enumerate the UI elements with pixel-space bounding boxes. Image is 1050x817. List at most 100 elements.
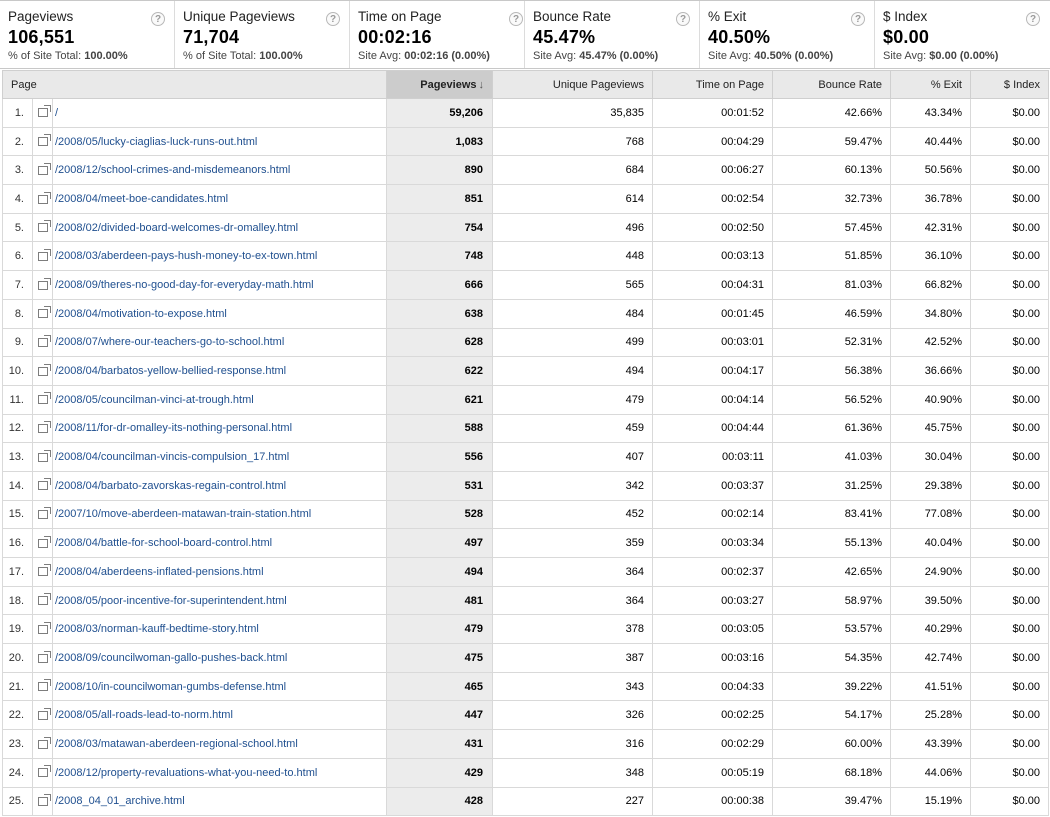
help-icon[interactable]: ? — [1026, 12, 1040, 26]
open-external-icon[interactable] — [32, 442, 53, 472]
open-external-icon[interactable] — [32, 786, 53, 817]
page-link[interactable]: /2008/04/barbatos-yellow-bellied-respons… — [55, 365, 287, 378]
page-link[interactable]: /2008/12/property-revaluations-what-you-… — [55, 766, 318, 779]
page-link[interactable]: /2008/10/in-councilwoman-gumbs-defense.h… — [55, 680, 287, 693]
page-link-cell: /2008/07/where-our-teachers-go-to-school… — [52, 327, 387, 358]
page-link[interactable]: /2008/05/poor-incentive-for-superintende… — [55, 594, 287, 607]
open-external-icon[interactable] — [32, 499, 53, 530]
column-header-time-on-page[interactable]: Time on Page — [652, 70, 773, 99]
open-external-icon[interactable] — [32, 528, 53, 558]
index-cell: $0.00 — [970, 212, 1049, 243]
column-header-index[interactable]: $ Index — [970, 70, 1049, 99]
page-link[interactable]: /2008/05/lucky-ciaglias-luck-runs-out.ht… — [55, 135, 258, 148]
row-number: 21. — [2, 671, 33, 702]
pageviews-cell: 748 — [386, 241, 493, 272]
open-external-icon[interactable] — [32, 212, 53, 243]
page-link-cell: /2008/05/all-roads-lead-to-norm.html — [52, 700, 387, 731]
help-icon[interactable]: ? — [326, 12, 340, 26]
index-cell: $0.00 — [970, 470, 1049, 501]
open-external-icon[interactable] — [32, 585, 53, 616]
page-link[interactable]: /2008/05/all-roads-lead-to-norm.html — [55, 709, 233, 722]
row-number: 7. — [2, 270, 33, 300]
open-external-icon[interactable] — [32, 470, 53, 501]
time-on-page-cell: 00:01:45 — [652, 298, 773, 329]
page-link-cell: /2008/04/barbatos-yellow-bellied-respons… — [52, 356, 387, 386]
page-link[interactable]: /2008/04/battle-for-school-board-control… — [55, 537, 273, 550]
page-link[interactable]: /2008/03/aberdeen-pays-hush-money-to-ex-… — [55, 250, 318, 263]
open-external-icon[interactable] — [32, 729, 53, 759]
table-row: 25. /2008_04_01_archive.html 428 227 00:00:3… — [2, 786, 1049, 817]
column-header-bounce-rate[interactable]: Bounce Rate — [772, 70, 891, 99]
pageviews-cell: 638 — [386, 298, 493, 329]
open-external-icon[interactable] — [32, 700, 53, 731]
unique-pageviews-cell: 342 — [492, 470, 653, 501]
page-link-cell: /2008/03/aberdeen-pays-hush-money-to-ex-… — [52, 241, 387, 272]
page-link[interactable]: /2008/11/for-dr-omalley-its-nothing-pers… — [55, 422, 293, 435]
open-external-icon[interactable] — [32, 557, 53, 587]
table-row: 19. /2008/03/norman-kauff-bedtime-story.h… — [2, 614, 1049, 645]
open-external-icon[interactable] — [32, 298, 53, 329]
help-icon[interactable]: ? — [851, 12, 865, 26]
page-link[interactable]: /2008/04/aberdeens-inflated-pensions.htm… — [55, 565, 264, 578]
column-header-unique-pageviews[interactable]: Unique Pageviews — [492, 70, 653, 99]
page-link[interactable]: /2008/05/councilman-vinci-at-trough.html — [55, 393, 254, 406]
bounce-rate-cell: 56.52% — [772, 384, 891, 415]
open-external-icon[interactable] — [32, 384, 53, 415]
page-link[interactable]: /2008_04_01_archive.html — [55, 795, 185, 808]
bounce-rate-cell: 58.97% — [772, 585, 891, 616]
page-link[interactable]: /2008/03/matawan-aberdeen-regional-schoo… — [55, 737, 298, 750]
pageviews-cell: 890 — [386, 155, 493, 186]
index-cell: $0.00 — [970, 270, 1049, 300]
column-header-pageviews[interactable]: Pageviews ↓ — [386, 70, 493, 99]
bounce-rate-cell: 53.57% — [772, 614, 891, 645]
pageviews-cell: 497 — [386, 528, 493, 558]
open-external-icon[interactable] — [32, 614, 53, 645]
pageviews-cell: 429 — [386, 757, 493, 788]
page-link[interactable]: / — [55, 106, 59, 119]
unique-pageviews-cell: 684 — [492, 155, 653, 186]
page-link[interactable]: /2008/09/councilwoman-gallo-pushes-back.… — [55, 651, 288, 664]
open-external-icon[interactable] — [32, 241, 53, 272]
open-external-icon[interactable] — [32, 643, 53, 673]
metric-value: 71,704 — [183, 27, 240, 47]
open-external-icon[interactable] — [32, 671, 53, 702]
page-link[interactable]: /2008/04/barbato-zavorskas-regain-contro… — [55, 479, 287, 492]
help-icon[interactable]: ? — [509, 12, 523, 26]
page-link[interactable]: /2008/04/councilman-vincis-compulsion_17… — [55, 451, 290, 464]
table-row: 23. /2008/03/matawan-aberdeen-regional-sc… — [2, 729, 1049, 759]
open-external-icon[interactable] — [32, 757, 53, 788]
open-external-icon[interactable] — [32, 413, 53, 444]
page-link[interactable]: /2008/03/norman-kauff-bedtime-story.html — [55, 623, 259, 636]
unique-pageviews-cell: 359 — [492, 528, 653, 558]
page-link[interactable]: /2008/02/divided-board-welcomes-dr-omall… — [55, 221, 299, 234]
pageviews-cell: 428 — [386, 786, 493, 817]
pageviews-cell: 588 — [386, 413, 493, 444]
open-external-icon[interactable] — [32, 126, 53, 157]
open-external-icon[interactable] — [32, 155, 53, 186]
column-header-exit[interactable]: % Exit — [890, 70, 971, 99]
open-external-icon[interactable] — [32, 327, 53, 358]
exit-cell: 36.10% — [890, 241, 971, 272]
page-link-cell: /2008/04/aberdeens-inflated-pensions.htm… — [52, 557, 387, 587]
column-header-page[interactable]: Page — [2, 70, 387, 99]
open-external-icon[interactable] — [32, 184, 53, 214]
help-icon[interactable]: ? — [151, 12, 165, 26]
exit-cell: 29.38% — [890, 470, 971, 501]
page-link[interactable]: /2008/04/meet-boe-candidates.html — [55, 192, 229, 205]
table-row: 18. /2008/05/poor-incentive-for-superinte… — [2, 585, 1049, 616]
page-link[interactable]: /2007/10/move-aberdeen-matawan-train-sta… — [55, 508, 312, 521]
page-link[interactable]: /2008/12/school-crimes-and-misdemeanors.… — [55, 164, 291, 177]
open-external-icon[interactable] — [32, 98, 53, 128]
pageviews-cell: 621 — [386, 384, 493, 415]
page-link[interactable]: /2008/04/motivation-to-expose.html — [55, 307, 227, 320]
bounce-rate-cell: 31.25% — [772, 470, 891, 501]
index-cell: $0.00 — [970, 643, 1049, 673]
row-number: 6. — [2, 241, 33, 272]
page-link[interactable]: /2008/07/where-our-teachers-go-to-school… — [55, 336, 285, 349]
open-external-icon[interactable] — [32, 356, 53, 386]
unique-pageviews-cell: 448 — [492, 241, 653, 272]
help-icon[interactable]: ? — [676, 12, 690, 26]
open-external-icon[interactable] — [32, 270, 53, 300]
pageviews-cell: 59,206 — [386, 98, 493, 128]
page-link[interactable]: /2008/09/theres-no-good-day-for-everyday… — [55, 278, 314, 291]
